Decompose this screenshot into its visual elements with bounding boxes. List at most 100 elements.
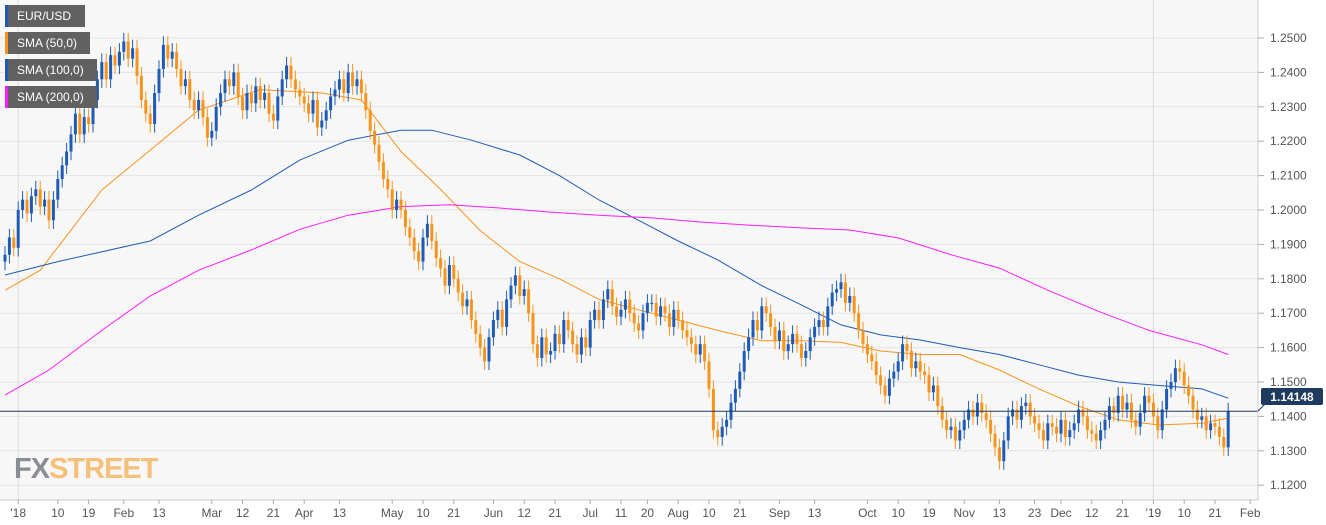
legend-color-swatch xyxy=(5,59,8,81)
candle-up xyxy=(835,280,839,302)
candle-body xyxy=(698,344,702,355)
legend-box xyxy=(5,32,90,54)
candle-up xyxy=(901,335,905,370)
candle-down xyxy=(769,304,773,336)
candle-body xyxy=(249,93,253,104)
candle-body xyxy=(870,354,874,362)
candle-down xyxy=(500,301,504,336)
candle-body xyxy=(258,86,262,100)
candle-body xyxy=(989,419,993,434)
candle-up xyxy=(7,228,11,264)
candle-down xyxy=(764,297,768,322)
x-tick-label: 13 xyxy=(152,506,166,520)
candle-down xyxy=(676,301,680,329)
x-tick-label: Mar xyxy=(201,506,222,520)
candle-up xyxy=(487,328,491,370)
candle-down xyxy=(716,421,720,446)
x-tick-label: 11 xyxy=(615,506,628,520)
candle-up xyxy=(619,301,623,326)
candle-up xyxy=(214,98,218,140)
candle-body xyxy=(399,199,403,210)
candle-body xyxy=(518,275,522,296)
candle-down xyxy=(47,191,51,229)
y-tick-label: 1.1800 xyxy=(1270,272,1307,286)
candle-body xyxy=(927,375,931,393)
candle-down xyxy=(12,228,16,257)
candle-down xyxy=(241,87,245,119)
candle-body xyxy=(47,199,51,221)
candle-down xyxy=(188,70,192,109)
candle-down xyxy=(971,400,975,425)
candle-down xyxy=(412,228,416,260)
candle-down xyxy=(861,321,865,353)
candle-body xyxy=(170,51,174,59)
candle-body xyxy=(232,72,236,87)
candle-body xyxy=(575,344,579,355)
candle-body xyxy=(500,309,504,327)
candle-down xyxy=(584,328,588,357)
candle-body xyxy=(619,309,623,317)
candle-down xyxy=(575,335,579,364)
candle-body xyxy=(1209,423,1213,431)
candle-body xyxy=(769,313,773,327)
candle-up xyxy=(1209,414,1213,439)
candle-down xyxy=(1028,394,1032,425)
candle-up xyxy=(645,294,649,322)
candle-down xyxy=(681,311,685,339)
candle-body xyxy=(720,426,724,438)
candle-down xyxy=(227,70,231,95)
candle-body xyxy=(1191,395,1195,410)
candle-up xyxy=(1103,411,1107,439)
candle-down xyxy=(249,84,253,112)
candle-down xyxy=(315,91,319,137)
candle-body xyxy=(307,103,311,114)
candle-body xyxy=(1077,409,1081,424)
candle-up xyxy=(562,311,566,353)
candle-body xyxy=(703,344,707,362)
candle-body xyxy=(192,99,196,111)
candle-body xyxy=(549,351,553,355)
legend-box xyxy=(5,86,97,108)
candle-up xyxy=(320,111,324,137)
candle-body xyxy=(337,79,341,90)
x-tick-label: 21 xyxy=(1116,506,1130,520)
candle-body xyxy=(1222,437,1226,448)
candle-down xyxy=(439,249,443,278)
candle-down xyxy=(1081,400,1085,425)
candle-body xyxy=(12,237,16,248)
candle-body xyxy=(579,337,583,355)
x-tick-label: Sep xyxy=(769,506,791,520)
candle-body xyxy=(777,330,781,341)
candle-up xyxy=(183,70,187,95)
candle-up xyxy=(153,84,157,133)
candle-down xyxy=(377,136,381,171)
candle-body xyxy=(263,93,267,100)
candle-body xyxy=(663,306,667,314)
candle-body xyxy=(25,199,29,214)
candle-body xyxy=(513,275,517,286)
candle-up xyxy=(496,301,500,329)
candle-body xyxy=(1143,395,1147,413)
candle-body xyxy=(909,351,913,369)
candle-down xyxy=(544,328,548,364)
candle-down xyxy=(359,70,363,102)
candle-body xyxy=(1165,388,1169,410)
y-tick-label: 1.2300 xyxy=(1270,100,1307,114)
candle-up xyxy=(522,280,526,305)
candle-up xyxy=(1165,380,1169,419)
candle-body xyxy=(782,330,786,352)
candle-up xyxy=(1116,387,1120,422)
candle-body xyxy=(139,75,143,100)
candle-down xyxy=(175,43,179,78)
candle-up xyxy=(223,70,227,102)
candle-up xyxy=(1072,414,1076,439)
candle-body xyxy=(593,309,597,321)
candle-body xyxy=(315,99,319,128)
candle-up xyxy=(830,283,834,315)
candle-body xyxy=(329,96,333,111)
candle-body xyxy=(100,62,104,80)
candle-down xyxy=(980,394,984,422)
candle-down xyxy=(597,301,601,329)
candle-body xyxy=(852,296,856,314)
candle-up xyxy=(285,56,289,88)
